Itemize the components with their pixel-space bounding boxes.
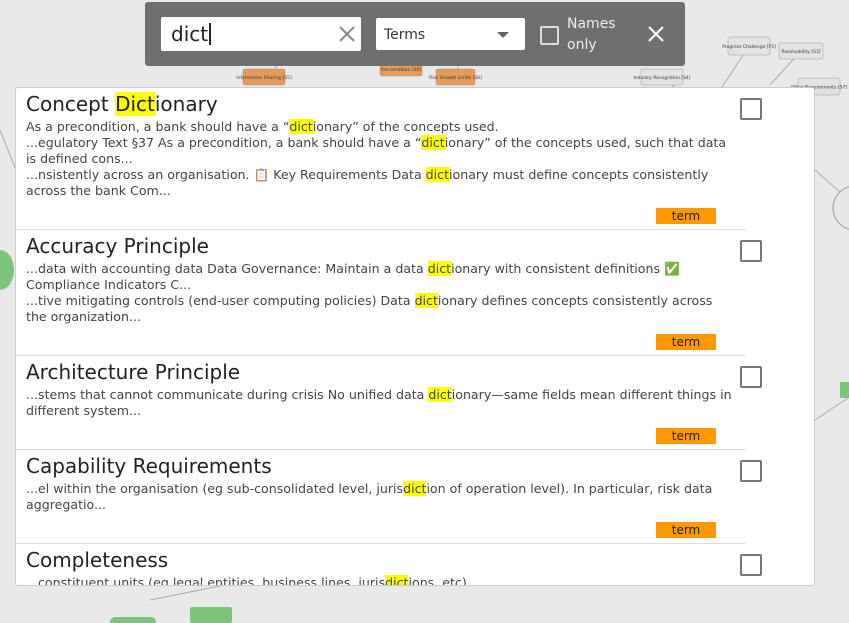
match-highlight: dict <box>385 575 409 585</box>
node-label: Risk Growth Limits [S6] <box>429 75 482 81</box>
node-label: Progress Challenge [F5] <box>722 44 776 50</box>
query-text: dict <box>171 23 212 45</box>
result-item[interactable]: Capability Requirements ...el within the … <box>16 450 762 544</box>
type-tag: term <box>656 428 716 444</box>
match-highlight: dict <box>421 135 445 150</box>
select-checkbox[interactable] <box>740 98 762 120</box>
match-highlight: dict <box>427 261 452 276</box>
result-item[interactable]: Concept Dictionary As a precondition, a b… <box>16 88 762 230</box>
dropdown-arrow <box>497 32 509 38</box>
result-item[interactable]: Completeness ...constituent units (eg leg… <box>16 544 762 585</box>
match-highlight: dict <box>403 481 427 496</box>
tag-row: term <box>26 425 736 444</box>
node <box>840 382 849 398</box>
names-only-checkbox[interactable] <box>540 26 559 45</box>
result-snippet: As a precondition, a bank should have a … <box>26 119 499 134</box>
result-title: Architecture Principle <box>26 360 241 384</box>
tag-row: term <box>26 205 736 224</box>
scope-select[interactable]: Terms <box>376 18 525 50</box>
tag-row: term <box>26 331 736 350</box>
result-snippet: ...tive mitigating controls (end-user co… <box>26 293 713 324</box>
result-title: Completeness <box>26 548 169 572</box>
result-snippet: ...data with accounting data Data Govern… <box>26 261 680 292</box>
result-title: Capability Requirements <box>26 454 272 478</box>
result-title: Concept Dictionary <box>26 92 218 116</box>
node <box>435 68 476 86</box>
search-input[interactable]: dict <box>161 17 361 51</box>
match-highlight: dict <box>425 167 450 182</box>
select-checkbox[interactable] <box>740 240 762 262</box>
node <box>110 617 156 623</box>
node-label: Resolvability [S3] <box>781 49 820 55</box>
type-tag: term <box>656 522 716 538</box>
result-snippet: ...stems that cannot communicate during … <box>26 387 732 418</box>
edge <box>814 396 849 421</box>
node-label: Industry Recognition [S4] <box>633 75 690 81</box>
result-snippet: ...el within the organisation (eg sub-co… <box>26 481 713 512</box>
result-snippet: ...nsistently across an organisation. 📋 … <box>26 167 709 198</box>
names-only-label: Names only <box>567 16 616 53</box>
result-item[interactable]: Accuracy Principle ...data with accountin… <box>16 230 762 356</box>
close-button[interactable] <box>648 26 664 42</box>
match-highlight: Dict <box>115 92 155 116</box>
result-title: Accuracy Principle <box>26 234 209 258</box>
select-checkbox[interactable] <box>740 366 762 388</box>
result-snippet: ...egulatory Text §37 As a precondition,… <box>26 135 727 166</box>
search-bar: dict Terms Names only <box>145 2 685 66</box>
node <box>778 42 824 60</box>
node <box>190 607 232 623</box>
select-checkbox[interactable] <box>740 460 762 482</box>
result-item[interactable]: Architecture Principle ...stems that cann… <box>16 356 762 450</box>
result-snippet: ...constituent units (eg legal entities,… <box>26 575 736 585</box>
clear-button[interactable] <box>337 24 357 44</box>
scope-text: Terms <box>384 27 426 43</box>
type-tag: term <box>656 334 716 350</box>
match-highlight: dict <box>289 119 313 134</box>
node <box>242 68 286 86</box>
type-tag: term <box>656 208 716 224</box>
node <box>727 36 771 56</box>
select-checkbox[interactable] <box>740 554 762 576</box>
node-label: Information Sharing [S5] <box>236 75 292 81</box>
node-circle <box>0 250 14 290</box>
match-highlight: dict <box>414 293 438 308</box>
node-label: Other Requirements [S7] <box>791 85 847 91</box>
tag-row: term <box>26 519 736 538</box>
results-panel: Concept Dictionary As a precondition, a b… <box>15 87 815 586</box>
match-highlight: dict <box>428 387 452 402</box>
node-label: Pre-condition [S6] <box>381 67 421 73</box>
node <box>640 68 684 86</box>
node-circle <box>832 186 849 230</box>
